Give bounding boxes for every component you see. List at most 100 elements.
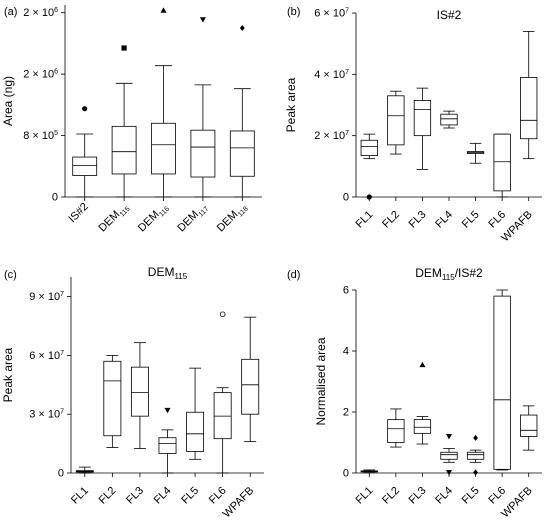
panel-d-box-fl6 — [493, 289, 511, 471]
panel-a-y-tick-label: 8 × 105 — [23, 130, 58, 142]
panel-c-y-tick-label: 9 × 107 — [29, 291, 64, 303]
panel-b-x-tick-label: FL3 — [407, 209, 429, 231]
panel-a-box-dem118 — [229, 25, 255, 198]
iqr-box — [520, 414, 538, 437]
panel-b-y-tick-label: 6 × 107 — [314, 8, 349, 20]
iqr-box — [241, 358, 260, 415]
outlier-point — [473, 469, 478, 476]
panel-b-y-tick-label: 4 × 107 — [314, 69, 349, 81]
panel-d-y-label: Normalised area — [314, 337, 328, 425]
iqr-box — [440, 113, 458, 126]
iqr-box — [186, 411, 205, 452]
panel-a-y-tick-label: 2 × 106 — [23, 7, 58, 19]
outlier-point — [199, 17, 206, 23]
panel-c-label: (c) — [4, 269, 17, 281]
panel-b-box-wpafb — [520, 30, 538, 160]
panel-d-box-fl3 — [413, 361, 432, 445]
panel-b-x-tick-label: FL5 — [460, 209, 482, 231]
iqr-box — [440, 451, 458, 460]
outlier-point — [164, 407, 171, 414]
iqr-box — [103, 360, 122, 437]
panel-b-y-label: Peak area — [284, 77, 298, 132]
iqr-box — [229, 130, 255, 177]
iqr-box — [213, 392, 232, 440]
panel-d-x-tick-label: FL2 — [380, 485, 402, 507]
iqr-box — [190, 129, 216, 178]
panel-a-x-tick-label: DEM115 — [97, 201, 132, 236]
panel-b-box-fl4 — [440, 110, 458, 129]
panel-a-x-tick-label: IS#2 — [66, 201, 90, 225]
panel-c-x-tick-label: FL4 — [152, 485, 174, 507]
panel-c-box-fl4 — [158, 407, 177, 474]
iqr-box — [493, 295, 511, 470]
outlier-point — [366, 194, 372, 200]
outlier-point — [160, 7, 167, 13]
panel-d-x-tick-label: FL3 — [407, 485, 429, 507]
panel-a-box-is2 — [72, 106, 98, 198]
panel-a-x-tick-label: DEM116 — [136, 201, 171, 236]
panel-b-x-tick-label: FL4 — [433, 209, 455, 231]
panel-b-x-tick-label: FL1 — [354, 209, 376, 231]
panel-c-x-tick-label: FL6 — [207, 485, 229, 507]
outlier-point — [446, 469, 452, 476]
iqr-box — [130, 366, 149, 417]
panel-a-y-tick-label: 2 × 106 — [23, 69, 58, 81]
panel-a-y-tick-label: 0 — [52, 192, 58, 204]
panel-c-box-fl6 — [213, 311, 232, 474]
outlier-point — [239, 25, 245, 32]
panel-c-box-fl1 — [75, 466, 94, 474]
panel-a-x-tick-label: DEM117 — [175, 201, 210, 236]
panel-b-box-fl2 — [387, 90, 405, 155]
panel-c-y-tick-label: 6 × 107 — [29, 350, 64, 362]
panel-d-x-tick-label: FL6 — [486, 485, 508, 507]
panel-c-y-tick-label: 3 × 107 — [29, 409, 64, 421]
panel-d-x-tick-label: FL1 — [354, 485, 376, 507]
iqr-box — [72, 156, 98, 176]
panel-d-y-tick-label: 2 — [343, 407, 349, 419]
iqr-box — [466, 451, 485, 460]
outlier-point — [419, 361, 426, 368]
iqr-box — [413, 100, 432, 137]
iqr-box — [520, 77, 538, 140]
outlier-point — [473, 434, 478, 441]
panel-d-box-fl2 — [387, 408, 405, 448]
panel-d-y-tick-label: 6 — [343, 285, 349, 297]
panel-c-x-tick-label: FL1 — [69, 485, 91, 507]
outlier-point — [82, 106, 88, 112]
panel-d-box-fl5 — [466, 434, 485, 476]
panel-c-box-wpafb — [241, 316, 260, 443]
outlier-point — [121, 45, 127, 51]
panel-b-label: (b) — [287, 6, 300, 18]
panel-c: (c) DEM115 0 3 × 107 6 × 107 9 × 107 Peak area… — [1, 265, 264, 520]
panel-c-box-fl5 — [186, 367, 205, 460]
panel-b-x-tick-label: FL2 — [380, 209, 402, 231]
panel-b-x-tick-label: FL6 — [486, 209, 508, 231]
panel-d-y-tick-label: 4 — [343, 346, 349, 358]
panel-b-box-fl6 — [493, 133, 511, 198]
iqr-box — [360, 139, 378, 156]
panel-b-y-tick-label: 0 — [343, 192, 349, 204]
outlier-point — [219, 311, 226, 318]
panel-c-title: DEM115 — [148, 265, 188, 281]
panel-a-y-label: Area (ng) — [1, 76, 15, 126]
panel-c-y-label: Peak area — [1, 347, 15, 402]
panel-c-x-tick-label: WPAFB — [221, 485, 257, 521]
iqr-box — [151, 122, 176, 175]
panel-b-title: IS#2 — [437, 8, 462, 22]
panel-d-x-tick-label: FL5 — [460, 485, 482, 507]
panel-c-y-tick-label: 0 — [58, 468, 64, 480]
iqr-box — [387, 95, 405, 146]
panel-c-box-fl3 — [130, 342, 149, 449]
panel-b-box-fl1 — [360, 133, 378, 200]
panel-d-box-fl1 — [360, 469, 378, 473]
panel-b-box-fl5 — [466, 142, 485, 164]
iqr-box — [493, 133, 511, 192]
panel-a-box-dem117 — [190, 17, 216, 198]
panel-b-y-tick-label: 2 × 107 — [314, 130, 349, 142]
panel-c-x-tick-label: FL3 — [124, 485, 146, 507]
panel-a: (a) 0 8 × 105 2 × 106 2 × 106 Area (ng) IS#2 DE… — [1, 5, 262, 236]
iqr-box — [387, 419, 405, 443]
panel-c-x-tick-label: FL2 — [97, 485, 119, 507]
